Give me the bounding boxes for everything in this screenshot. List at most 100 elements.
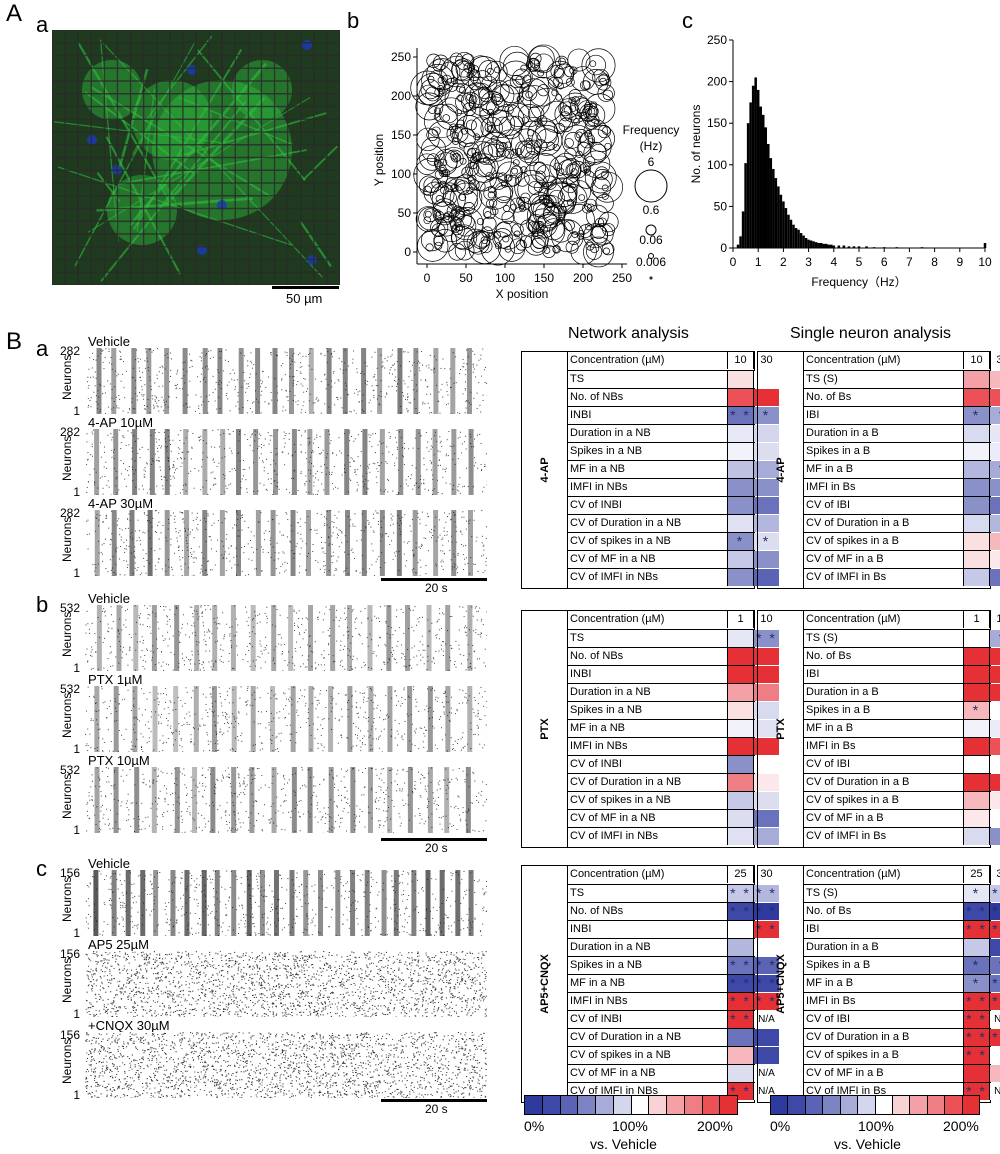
spike-dot	[212, 513, 214, 515]
legend-bubble	[634, 169, 668, 203]
spike-dot	[259, 736, 261, 738]
spike-dot	[409, 659, 411, 661]
neuron-bubble	[565, 77, 575, 87]
spike-dot	[299, 366, 301, 368]
spike-dot	[323, 524, 325, 526]
spike-dot	[291, 376, 293, 378]
spike-dot	[376, 558, 378, 560]
spike-dot	[480, 358, 482, 360]
spike-dot	[128, 809, 130, 811]
spike-dot	[424, 735, 426, 737]
spike-dot	[400, 822, 402, 824]
spike-dot	[262, 815, 264, 817]
spike-dot	[430, 393, 432, 395]
neuron-bubble	[599, 77, 607, 86]
spike-dot	[375, 617, 377, 619]
spike-dot	[88, 696, 90, 698]
spike-dot	[288, 700, 290, 702]
spike-dot	[471, 667, 473, 669]
spike-dot	[204, 366, 206, 368]
spike-dot	[318, 399, 320, 401]
spike-dot	[354, 392, 356, 394]
spike-dot	[268, 722, 270, 724]
spike-dot	[380, 533, 382, 535]
histogram-bar	[741, 211, 745, 248]
spike-dot	[385, 489, 387, 491]
spike-dot	[308, 768, 310, 770]
spike-dot	[130, 637, 132, 639]
spike-dot	[466, 634, 468, 636]
spike-dot	[273, 657, 275, 659]
spike-dot	[412, 791, 414, 793]
spike-dot	[236, 574, 238, 576]
x-tick-label: 8	[931, 255, 938, 269]
spike-dot	[300, 533, 302, 535]
spike-dot	[434, 435, 436, 437]
spike-dot	[310, 735, 312, 737]
spike-dot	[436, 565, 438, 567]
spike-dot	[139, 370, 141, 372]
spike-dot	[107, 623, 109, 625]
spike-dot	[309, 776, 311, 778]
spike-dot	[352, 362, 354, 364]
spike-dot	[288, 662, 290, 664]
neuron-soma-glow	[132, 80, 212, 160]
spike-dot	[160, 606, 162, 608]
spike-dot	[110, 433, 112, 435]
spike-dot	[420, 566, 422, 568]
spike-dot	[237, 564, 239, 566]
spike-dot	[141, 748, 143, 750]
spike-dot	[216, 640, 218, 642]
spike-dot	[356, 713, 358, 715]
spike-dot	[442, 561, 444, 563]
spike-dot	[312, 723, 314, 725]
spike-dot	[473, 563, 475, 565]
spike-dot	[102, 702, 104, 704]
spike-dot	[385, 645, 387, 647]
spike-dot	[163, 609, 165, 611]
neuron-bubble	[537, 69, 545, 77]
neuron-bubble	[517, 85, 551, 119]
spike-dot	[115, 551, 117, 553]
spike-dot	[90, 406, 92, 408]
spike-dot	[457, 412, 459, 414]
spike-dot	[364, 665, 366, 667]
spike-dot	[352, 609, 354, 611]
spike-dot	[143, 469, 145, 471]
spike-dot	[412, 389, 414, 391]
spike-dot	[396, 429, 398, 431]
spike-dot	[404, 398, 406, 400]
spike-dot	[438, 816, 440, 818]
spike-dot	[218, 749, 220, 751]
spike-dot	[305, 629, 307, 631]
spike-dot	[211, 548, 213, 550]
spike-dot	[295, 545, 297, 547]
spike-dot	[476, 611, 478, 613]
spike-dot	[299, 553, 301, 555]
spike-dot	[226, 488, 228, 490]
spike-dot	[219, 731, 221, 733]
spike-dot	[128, 814, 130, 816]
spike-dot	[404, 351, 406, 353]
spike-dot	[342, 666, 344, 668]
spike-dot	[103, 451, 105, 453]
spike-dot	[226, 623, 228, 625]
spike-dot	[258, 438, 260, 440]
spike-dot	[246, 412, 248, 414]
spike-dot	[255, 398, 257, 400]
spike-dot	[317, 747, 319, 749]
spike-dot	[304, 378, 306, 380]
spike-dot	[235, 386, 237, 388]
spike-dot	[299, 633, 301, 635]
spike-dot	[305, 786, 307, 788]
spike-dot	[122, 651, 124, 653]
spike-dot	[391, 354, 393, 356]
raster-background	[85, 686, 487, 752]
network-burst-band	[386, 605, 392, 671]
spike-dot	[328, 527, 330, 529]
spike-dot	[431, 813, 433, 815]
spike-dot	[390, 736, 392, 738]
spike-dot	[424, 649, 426, 651]
spike-dot	[173, 460, 175, 462]
spike-dot	[307, 516, 309, 518]
